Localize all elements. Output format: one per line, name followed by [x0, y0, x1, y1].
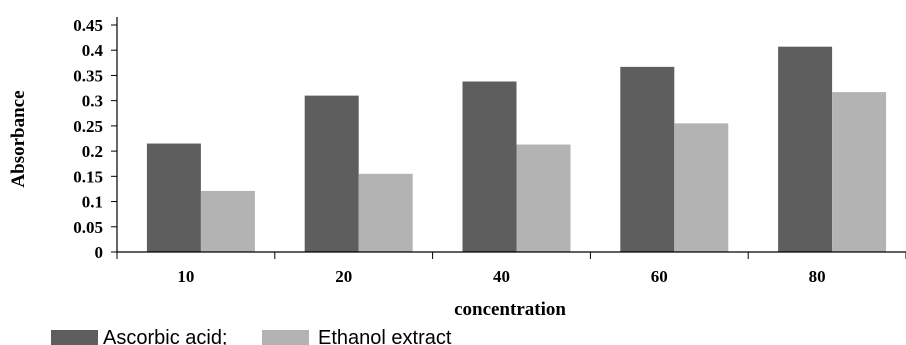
- y-tick-label: 0.35: [73, 66, 103, 85]
- x-tick-label: 60: [651, 267, 668, 286]
- bars: [146, 46, 887, 253]
- bar-ethanol-extract-80: [832, 92, 887, 252]
- x-tick-label: 40: [493, 267, 510, 286]
- y-tick-label: 0.05: [73, 218, 103, 237]
- bar-ascorbic-acid-20: [304, 95, 359, 252]
- y-tick-label: 0.45: [73, 16, 103, 35]
- legend-swatch: [262, 330, 309, 345]
- x-axis-ticks: 10 20 40 60 80: [116, 252, 906, 286]
- y-tick-label: 0.2: [82, 142, 103, 161]
- bar-ascorbic-acid-10: [146, 143, 201, 252]
- bar-ascorbic-acid-60: [620, 66, 675, 252]
- y-tick-label: 0.3: [82, 92, 103, 111]
- legend-label: Ascorbic acid;: [103, 327, 228, 345]
- bar-ethanol-extract-60: [674, 123, 729, 252]
- x-tick-label: 20: [335, 267, 352, 286]
- bar-ethanol-extract-20: [358, 173, 413, 252]
- legend: Ascorbic acid; Ethanol extract: [51, 327, 452, 345]
- bar-ethanol-extract-10: [200, 190, 255, 252]
- y-tick-label: 0.4: [82, 41, 104, 60]
- y-tick-label: 0.15: [73, 167, 103, 186]
- axes: [116, 17, 906, 253]
- y-tick-label: 0: [95, 243, 104, 262]
- y-axis-title: Absorbance: [8, 90, 29, 187]
- y-tick-label: 0.25: [73, 117, 103, 136]
- x-tick-label: 80: [809, 267, 826, 286]
- y-axis-ticks: 0 0.05 0.1 0.15 0.2 0.25 0.3 0.35 0.4 0.45: [73, 16, 117, 262]
- legend-swatch: [51, 330, 98, 345]
- legend-label: Ethanol extract: [318, 327, 452, 345]
- x-tick-label: 10: [177, 267, 194, 286]
- bar-ascorbic-acid-40: [462, 81, 517, 253]
- bar-ascorbic-acid-80: [778, 46, 833, 252]
- y-tick-label: 0.1: [82, 193, 103, 212]
- x-axis-title: concentration: [454, 299, 566, 320]
- bar-ethanol-extract-40: [516, 144, 571, 252]
